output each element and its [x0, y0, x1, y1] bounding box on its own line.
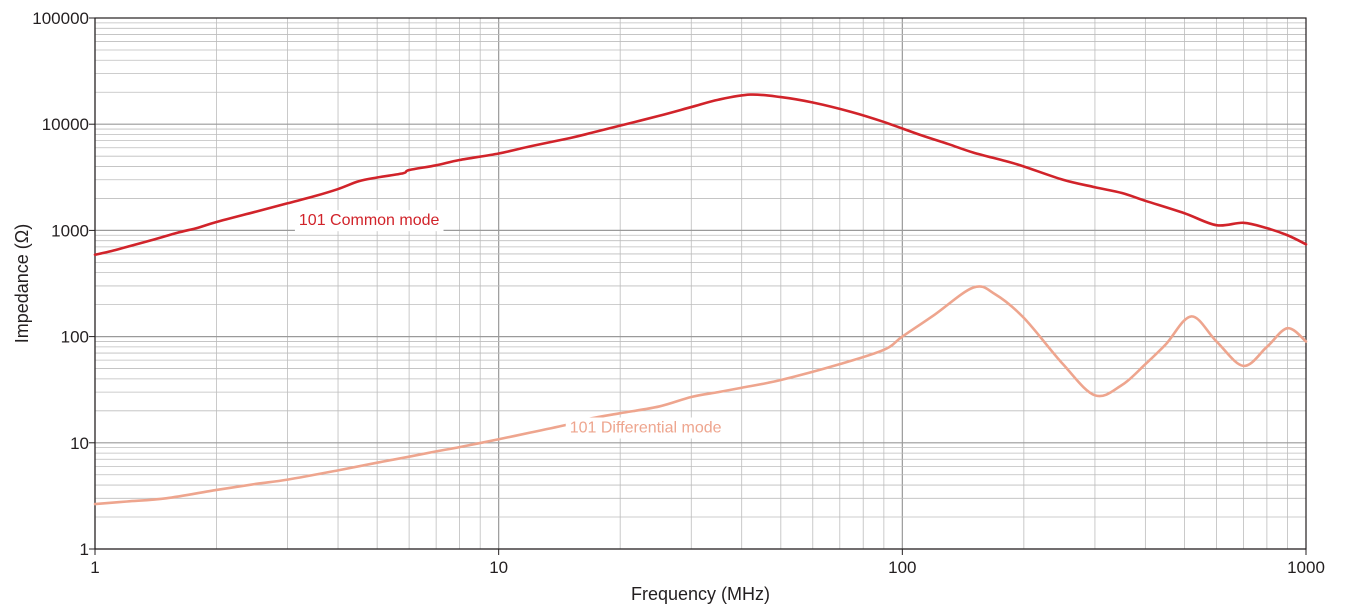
x-tick-label: 100 [888, 558, 916, 577]
series-label-background [565, 417, 726, 439]
y-tick-label: 10000 [42, 115, 89, 134]
y-axis-ticks: 1 10 100 1000 10000 100000 [32, 9, 95, 559]
series-label-1: 101 Differential mode [570, 420, 722, 437]
y-tick-label: 100 [61, 328, 89, 347]
y-tick-label: 1 [80, 540, 89, 559]
series-line-0 [93, 93, 1308, 257]
grid [94, 18, 1306, 550]
x-axis-title: Frequency (MHz) [631, 584, 770, 604]
series-labels-layer: 101 Common mode 101 Differential mode [294, 210, 726, 439]
x-tick-label: 1000 [1287, 558, 1325, 577]
series-layer [93, 93, 1308, 506]
y-tick-label: 1000 [51, 221, 89, 240]
y-axis-title: Impedance (Ω) [12, 224, 32, 344]
series-line-1 [93, 285, 1308, 506]
x-tick-label: 1 [90, 558, 99, 577]
plot-frame [94, 17, 1307, 550]
plot-border [94, 17, 1307, 550]
y-tick-label: 10 [70, 434, 89, 453]
series-label-0: 101 Common mode [299, 212, 440, 229]
x-axis-ticks: 1 10 100 1000 [90, 549, 1325, 577]
series-label-background [294, 210, 444, 232]
y-tick-label: 100000 [32, 9, 89, 28]
x-tick-label: 10 [489, 558, 508, 577]
